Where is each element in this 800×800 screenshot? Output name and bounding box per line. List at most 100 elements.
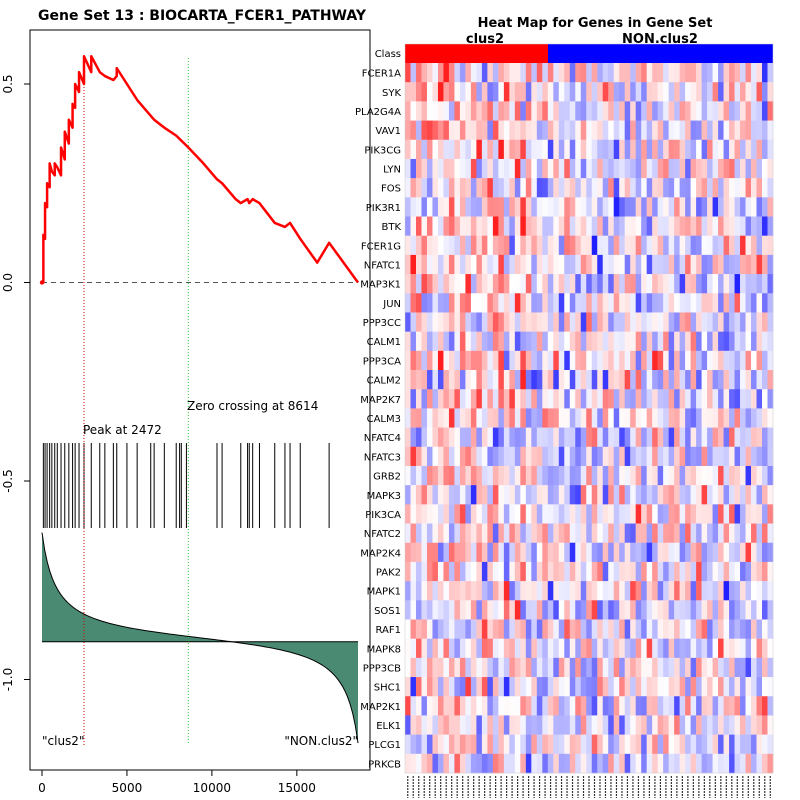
heatmap-cell — [569, 715, 576, 735]
heatmap-cell — [487, 523, 494, 544]
heatmap-cell — [641, 235, 647, 256]
heatmap-cell — [443, 523, 450, 544]
heatmap-cell — [470, 523, 477, 544]
heatmap-cell — [509, 63, 516, 83]
heatmap-cell — [503, 178, 510, 198]
heatmap-cell — [531, 504, 538, 524]
heatmap-cell — [751, 197, 757, 217]
heatmap-cell — [619, 734, 625, 755]
heatmap-cell — [652, 235, 658, 256]
heatmap-cell — [597, 274, 604, 294]
heatmap-cell — [635, 446, 642, 467]
heatmap-cell — [415, 657, 422, 678]
heatmap-cell — [454, 504, 461, 524]
heatmap-cell — [707, 178, 713, 198]
heatmap-cell — [509, 82, 516, 102]
heatmap-cell — [410, 101, 417, 121]
heatmap-cell — [410, 734, 417, 755]
heatmap-cell — [459, 120, 466, 141]
heatmap-cell — [520, 638, 527, 659]
heatmap-cell — [426, 427, 433, 448]
heatmap-cell — [492, 216, 499, 236]
heatmap-cell — [707, 254, 713, 275]
heatmap-cell — [575, 389, 582, 409]
gene-hit-ticks — [42, 443, 330, 528]
heatmap-cell — [542, 696, 549, 716]
heatmap-cell — [481, 120, 488, 141]
heatmap-cell — [421, 158, 428, 179]
heatmap-cell — [591, 561, 598, 582]
heatmap-cell — [459, 696, 466, 716]
heatmap-cell — [476, 638, 483, 659]
heatmap-cell — [476, 504, 483, 524]
heatmap-cell — [668, 139, 675, 160]
heatmap-cell — [685, 63, 691, 83]
heatmap-cell — [415, 101, 422, 121]
heatmap-cell — [707, 63, 713, 83]
heatmap-cell — [613, 523, 620, 544]
heatmap-cell — [454, 350, 461, 371]
heatmap-cell — [619, 465, 625, 486]
heatmap-cell — [454, 485, 461, 505]
heatmap-cell — [470, 216, 477, 236]
heatmap-cell — [432, 523, 439, 544]
heatmap-cell — [454, 600, 461, 620]
heatmap-cell — [635, 638, 642, 659]
heatmap-cell — [569, 427, 576, 448]
heatmap-cell — [492, 197, 499, 217]
heatmap-cell — [426, 312, 433, 332]
heatmap-cell — [437, 600, 444, 620]
heatmap-cell — [580, 235, 587, 256]
heatmap-cell — [734, 350, 741, 371]
heatmap-cell — [734, 715, 741, 735]
heatmap-cell — [751, 542, 757, 563]
heatmap-cell — [470, 63, 477, 83]
heatmap-cell — [531, 370, 538, 390]
heatmap-cell — [586, 696, 593, 716]
heatmap-cell — [597, 542, 604, 563]
heatmap-cell — [668, 197, 675, 217]
es-start-point — [39, 280, 45, 285]
heatmap-cell — [707, 158, 713, 179]
heatmap-cell — [646, 446, 653, 467]
heatmap-cell — [448, 427, 455, 448]
heatmap-cell — [762, 504, 768, 524]
heatmap-cell — [569, 638, 576, 659]
heatmap-cell — [657, 542, 664, 563]
heatmap-cell — [564, 734, 571, 755]
heatmap-cell — [619, 657, 625, 678]
heatmap-cell — [580, 696, 587, 716]
heatmap-cell — [663, 657, 669, 678]
heatmap-cell — [514, 63, 521, 83]
heatmap-cell — [421, 619, 428, 639]
heatmap-cell — [613, 82, 620, 102]
heatmap-cell — [536, 178, 543, 198]
heatmap-cell — [476, 389, 483, 409]
heatmap-cell — [619, 139, 625, 160]
heatmap-cell — [679, 638, 686, 659]
sample-labels — [407, 776, 771, 798]
heatmap-cell — [751, 312, 757, 332]
heatmap-cell — [668, 657, 675, 678]
heatmap-cell — [514, 504, 521, 524]
heatmap-cell — [591, 389, 598, 409]
heatmap-cell — [608, 370, 615, 390]
heatmap-cell — [756, 638, 763, 659]
heatmap-cell — [459, 197, 466, 217]
heatmap-cell — [635, 504, 642, 524]
heatmap-cell — [756, 504, 763, 524]
heatmap-cell — [740, 657, 746, 678]
heatmap-cell — [580, 657, 587, 678]
heatmap-cell — [718, 408, 724, 428]
left-class-label: "clus2" — [42, 734, 84, 748]
heatmap-cell — [701, 63, 708, 83]
heatmap-cell — [646, 293, 653, 313]
heatmap-cell — [635, 696, 642, 716]
heatmap-cell — [553, 293, 560, 313]
heatmap-cell — [701, 120, 708, 141]
heatmap-cell — [608, 178, 615, 198]
heatmap-cell — [674, 523, 680, 544]
heatmap-cell — [558, 753, 565, 774]
heatmap-cell — [701, 638, 708, 659]
heatmap-cell — [663, 677, 669, 697]
